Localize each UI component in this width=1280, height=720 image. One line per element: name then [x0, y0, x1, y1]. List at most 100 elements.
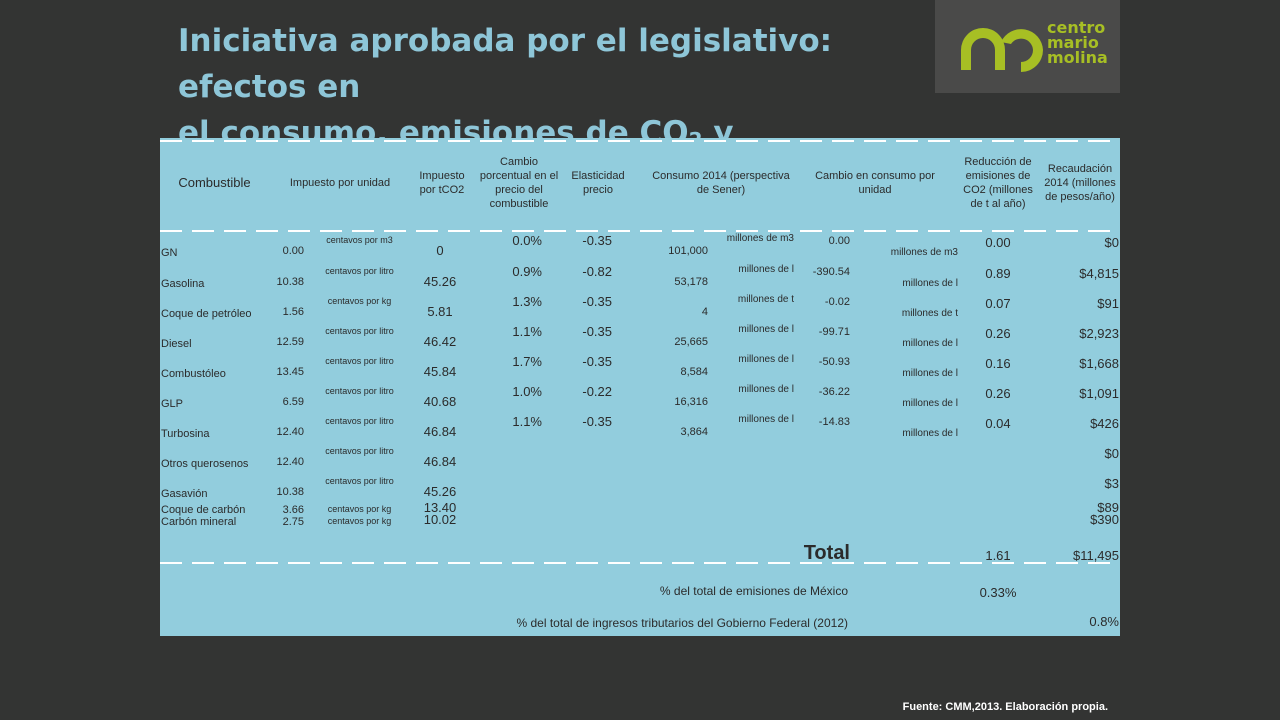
revenue: $89 [1097, 500, 1119, 515]
revenue: $390 [1090, 512, 1119, 527]
emissions-reduction: 0.26 [985, 386, 1011, 401]
price-change: 1.7% [512, 354, 542, 369]
revenue: $1,668 [1079, 356, 1119, 371]
tax-per-unit: 12.40 [276, 456, 304, 468]
price-elasticity: -0.35 [582, 414, 612, 429]
fuel-name: Gasolina [161, 278, 205, 290]
price-elasticity: -0.35 [582, 354, 612, 369]
consumption-change-unit: millones de l [902, 428, 958, 439]
fuel-name: Coque de petróleo [161, 308, 252, 320]
tax-per-unit: 10.38 [276, 486, 304, 498]
price-elasticity: -0.35 [582, 324, 612, 339]
consumption: 4 [701, 306, 708, 318]
total-label: Total [803, 542, 850, 564]
tax-unit-label: centavos por m3 [326, 235, 393, 245]
header-tax-tco2: Impuesto por tCO2 [419, 170, 465, 196]
consumption: 16,316 [674, 396, 708, 408]
consumption-unit: millones de l [738, 414, 794, 425]
revenue: $426 [1090, 416, 1119, 431]
title-line-1: Iniciativa aprobada por el legislativo: … [178, 23, 833, 105]
tax-per-unit: 3.66 [282, 504, 304, 516]
fuel-name: Turbosina [161, 428, 210, 440]
tax-unit-label: centavos por litro [325, 416, 394, 426]
tax-per-unit: 10.38 [276, 276, 304, 288]
price-change: 1.1% [512, 324, 542, 339]
logo-word-2: mario [1047, 33, 1099, 52]
logo-word-1: centro [1047, 18, 1106, 37]
tax-per-tco2: 46.42 [423, 334, 457, 349]
fuel-name: GN [161, 247, 178, 259]
tax-unit-label: centavos por litro [325, 386, 394, 396]
revenue: $2,923 [1079, 326, 1119, 341]
consumption-change-unit: millones de m3 [890, 247, 958, 258]
total-revenue: $11,495 [1072, 548, 1119, 563]
tax-per-tco2: 45.84 [423, 364, 457, 379]
header-fuel: Combustible [178, 175, 251, 190]
tax-per-unit: 13.45 [276, 366, 304, 378]
revenue: $0 [1104, 446, 1119, 461]
tax-per-unit: 6.59 [282, 396, 304, 408]
fuel-name: Carbón mineral [161, 516, 237, 528]
consumption-change: -99.71 [818, 326, 850, 338]
consumption: 3,864 [680, 426, 708, 438]
consumption-change: -14.83 [818, 416, 850, 428]
tax-per-tco2: 45.26 [423, 484, 457, 499]
logo-text: centro mario molina [1047, 18, 1117, 66]
consumption-unit: millones de l [738, 354, 794, 365]
consumption-change-unit: millones de l [902, 398, 958, 409]
price-elasticity: -0.82 [582, 264, 612, 279]
tax-per-tco2: 13.40 [423, 500, 457, 515]
tax-per-unit: 12.59 [276, 336, 304, 348]
consumption-unit: millones de t [737, 294, 794, 305]
consumption: 8,584 [680, 366, 708, 378]
emissions-reduction: 0.07 [985, 296, 1011, 311]
consumption-change: -36.22 [818, 386, 850, 398]
revenue: $0 [1104, 235, 1119, 250]
results-table-panel: Combustible Impuesto por unidad Impuesto… [160, 138, 1120, 636]
emissions-reduction: 0.00 [985, 235, 1011, 250]
consumption-change: 0.00 [828, 235, 850, 247]
fuel-name: Combustóleo [161, 368, 226, 380]
tax-unit-label: centavos por litro [325, 326, 394, 336]
consumption-change: -50.93 [818, 356, 850, 368]
revenue: $4,815 [1079, 266, 1119, 281]
price-change: 0.0% [512, 233, 542, 248]
header-tax-unit: Impuesto por unidad [289, 177, 391, 189]
price-change: 1.3% [512, 294, 542, 309]
source-note: Fuente: CMM,2013. Elaboración propia. [902, 701, 1108, 713]
consumption: 53,178 [674, 276, 708, 288]
header-price-change: Cambio porcentual en el precio del combu… [479, 156, 559, 210]
consumption-change-unit: millones de t [901, 308, 958, 319]
price-elasticity: -0.35 [582, 233, 612, 248]
logo-mark-icon [961, 28, 1043, 72]
tax-per-unit: 0.00 [282, 245, 304, 257]
emissions-share-label: % del total de emisiones de México [659, 584, 848, 598]
tax-per-tco2: 10.02 [423, 512, 457, 527]
tax-per-tco2: 45.26 [423, 274, 457, 289]
consumption-change-unit: millones de l [902, 278, 958, 289]
fuel-name: Coque de carbón [161, 504, 246, 516]
fuel-name: Gasavión [161, 488, 208, 500]
revenue: $91 [1097, 296, 1119, 311]
price-change: 1.1% [512, 414, 542, 429]
consumption-change-unit: millones de l [902, 338, 958, 349]
emissions-reduction: 0.26 [985, 326, 1011, 341]
tax-unit-label: centavos por kg [327, 296, 392, 306]
revenue-share-value: 0.8% [1089, 614, 1119, 629]
total-reduction: 1.61 [985, 548, 1011, 563]
revenue: $1,091 [1079, 386, 1119, 401]
tax-unit-label: centavos por litro [325, 266, 394, 276]
tax-unit-label: centavos por litro [325, 356, 394, 366]
tax-per-unit: 12.40 [276, 426, 304, 438]
tax-per-tco2: 46.84 [423, 454, 457, 469]
tax-unit-label: centavos por kg [327, 504, 392, 514]
price-change: 1.0% [512, 384, 542, 399]
consumption-unit: millones de l [738, 324, 794, 335]
centro-mario-molina-logo: centro mario molina [935, 0, 1120, 93]
revenue: $3 [1104, 476, 1119, 491]
emissions-reduction: 0.04 [985, 416, 1011, 431]
fuel-name: GLP [161, 398, 184, 410]
price-change: 0.9% [512, 264, 542, 279]
consumption: 101,000 [668, 245, 708, 257]
consumption: 25,665 [674, 336, 708, 348]
